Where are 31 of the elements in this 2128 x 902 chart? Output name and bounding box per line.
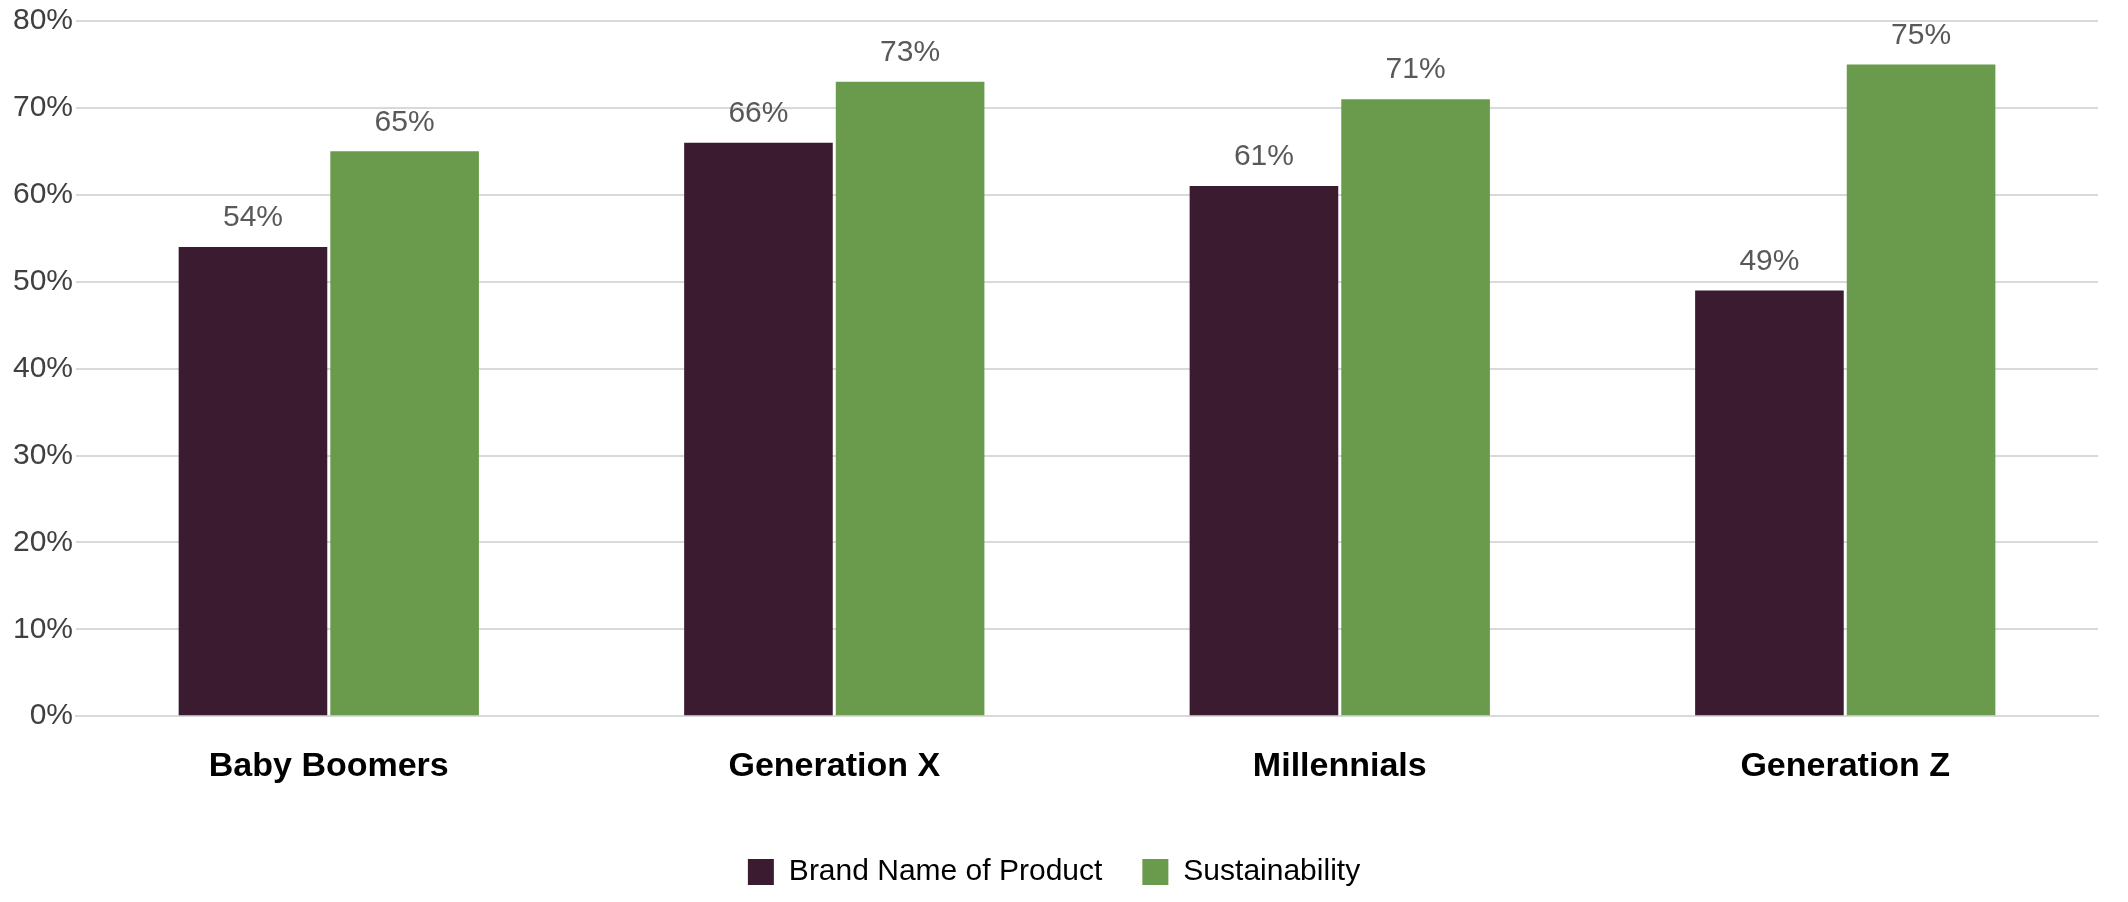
bar — [330, 151, 479, 716]
bar — [1695, 290, 1844, 716]
data-label: 61% — [1233, 138, 1294, 172]
y-tick-label: 80% — [13, 2, 74, 36]
y-tick-label: 0% — [29, 697, 74, 731]
bar — [1189, 186, 1339, 716]
legend-label: Brand Name of Product — [788, 853, 1104, 887]
bar — [178, 246, 328, 716]
data-label: 71% — [1385, 51, 1446, 85]
bar — [684, 142, 833, 716]
bar — [1341, 99, 1490, 716]
x-tick-label: Baby Boomers — [208, 744, 449, 783]
data-label: 73% — [880, 34, 941, 68]
data-label: 49% — [1739, 242, 1800, 276]
legend-label: Sustainability — [1183, 853, 1361, 887]
y-tick-label: 10% — [13, 610, 74, 644]
y-tick-label: 70% — [13, 89, 74, 123]
bar — [835, 81, 985, 716]
x-tick-label: Millennials — [1252, 744, 1427, 783]
data-label: 75% — [1891, 16, 1952, 50]
bar — [1846, 64, 1996, 716]
y-tick-label: 60% — [13, 176, 74, 210]
y-tick-label: 50% — [13, 262, 74, 296]
y-tick-label: 30% — [13, 436, 74, 470]
x-tick-label: Generation Z — [1740, 744, 1951, 783]
data-label: 65% — [374, 103, 435, 137]
data-label: 66% — [728, 94, 789, 128]
y-tick-label: 20% — [13, 523, 74, 557]
data-label: 54% — [222, 199, 283, 233]
x-tick-label: Generation X — [728, 744, 941, 783]
y-tick-label: 40% — [13, 349, 74, 383]
